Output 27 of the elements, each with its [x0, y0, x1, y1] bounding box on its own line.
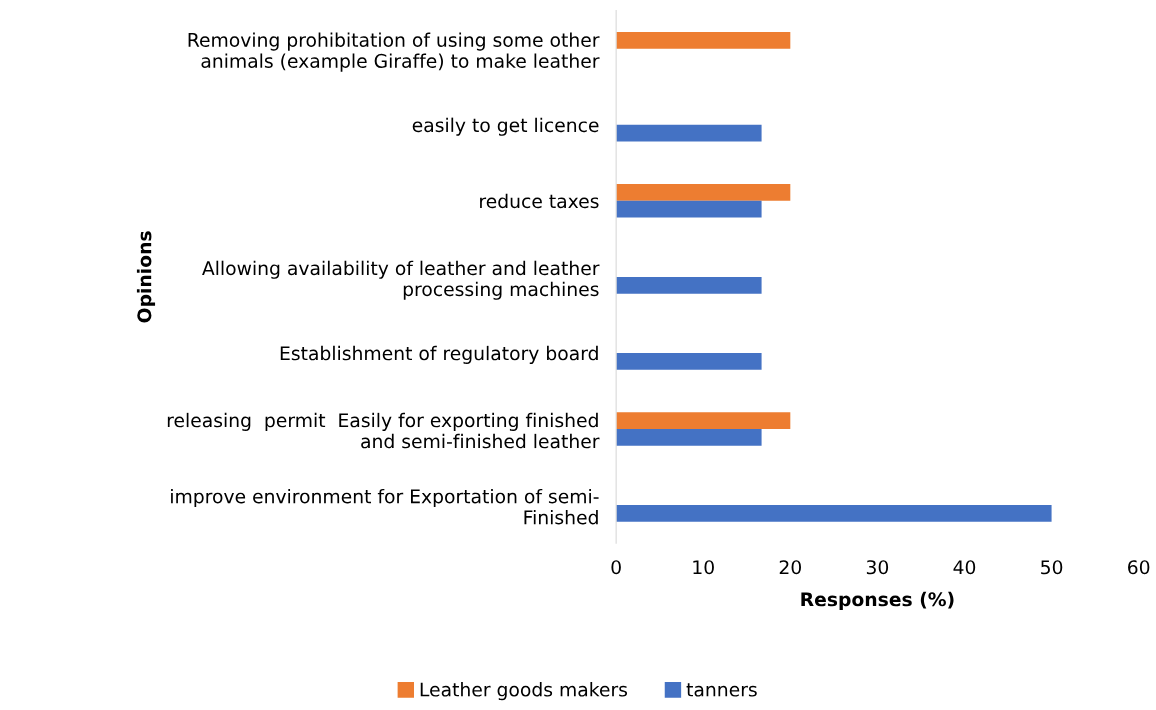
legend-label: tanners [686, 683, 757, 697]
y-tick-label: improve environment for Exportation of semi- Finished [171, 488, 599, 525]
x-axis-title: Responses (%) [801, 591, 954, 610]
bar [616, 412, 791, 430]
x-tick-label: 60 [1128, 560, 1150, 575]
y-tick-label: Allowing availability of leather and leather processing machines [202, 260, 600, 300]
x-tick-label: 50 [1041, 560, 1063, 575]
y-tick-label: releasing permit Easily for exporting finished and semi-finished leather [167, 412, 600, 449]
bar [616, 276, 762, 294]
bar [616, 429, 762, 446]
y-axis-title: Opinions [136, 231, 156, 323]
x-tick-label: 0 [611, 560, 621, 575]
y-tick-label: reduce taxes [480, 193, 599, 209]
y-tick-label: Removing prohibitation of using some other animals (example Giraffe) to make leather [188, 32, 600, 72]
y-tick-label: Establishment of regulatory board [280, 345, 598, 364]
y-tick-label: easily to get licence [412, 117, 599, 136]
x-tick-label: 10 [693, 560, 714, 575]
bar [616, 31, 791, 49]
x-tick-label: 20 [779, 560, 801, 575]
bar [616, 124, 762, 142]
x-tick-label: 40 [953, 560, 976, 575]
x-tick-label: 30 [866, 560, 889, 575]
bar [616, 200, 762, 218]
bar [616, 352, 762, 370]
bar [616, 505, 1052, 522]
legend-label: Leather goods makers [420, 682, 628, 701]
bar [616, 184, 791, 201]
